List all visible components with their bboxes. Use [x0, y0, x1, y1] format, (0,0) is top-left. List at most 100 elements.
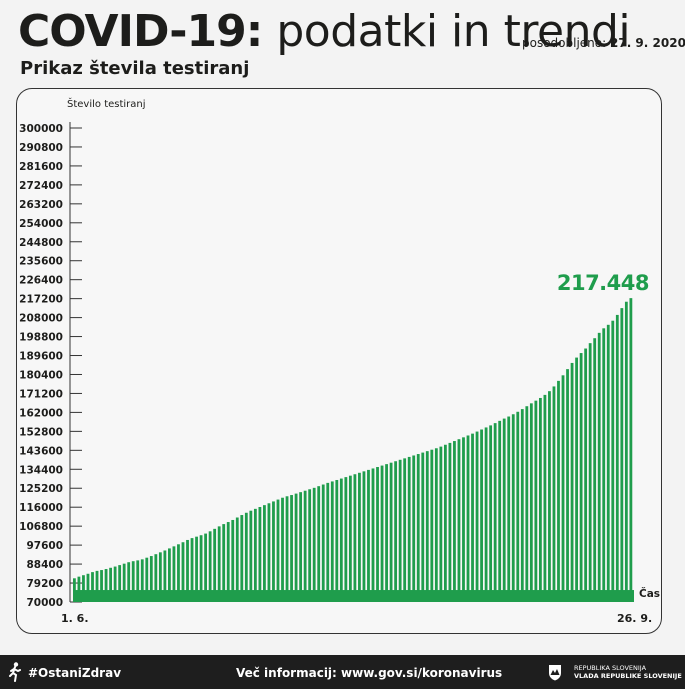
- y-tick-label: 217200: [19, 294, 63, 306]
- data-bar: [136, 560, 140, 602]
- data-bar: [371, 468, 375, 602]
- data-bar: [294, 493, 298, 602]
- data-bar: [217, 526, 221, 602]
- data-bar: [113, 566, 117, 602]
- y-tick-label: 79200: [26, 578, 63, 590]
- data-bar: [471, 433, 474, 602]
- y-tick-label: 198800: [19, 332, 63, 344]
- y-tick-label: 125200: [19, 483, 63, 495]
- data-bar: [579, 353, 583, 602]
- data-bar: [77, 576, 81, 602]
- data-bar: [267, 503, 271, 602]
- data-bar: [507, 416, 511, 602]
- data-bar: [385, 464, 388, 602]
- data-bar: [195, 536, 198, 602]
- data-bar: [308, 489, 312, 602]
- data-bar: [272, 501, 275, 602]
- data-bar: [226, 522, 230, 602]
- data-bar: [407, 456, 411, 602]
- y-tick-label: 300000: [19, 123, 63, 135]
- data-bar: [231, 519, 235, 602]
- x-axis-label: Čas: [639, 587, 660, 600]
- y-tick-label: 208000: [19, 313, 63, 325]
- data-bar: [91, 572, 94, 602]
- data-bar: [86, 573, 90, 602]
- data-bar: [222, 524, 226, 602]
- data-bar: [602, 328, 606, 602]
- y-tick-label: 116000: [19, 502, 63, 514]
- data-bar: [566, 369, 569, 602]
- data-bar: [629, 298, 633, 602]
- data-bar: [145, 557, 149, 602]
- data-bar: [208, 531, 212, 602]
- y-tick-label: 272400: [19, 180, 63, 192]
- x-start-label: 1. 6.: [61, 612, 89, 625]
- y-axis-label: Število testiranj: [67, 97, 146, 110]
- data-bar: [276, 499, 280, 602]
- data-bar: [118, 565, 122, 602]
- data-bar: [82, 575, 85, 602]
- data-bar: [403, 458, 407, 602]
- data-bar: [154, 554, 158, 602]
- data-bar: [529, 403, 533, 602]
- data-bar: [416, 454, 420, 602]
- data-bar: [394, 461, 398, 602]
- data-bar: [335, 479, 339, 602]
- y-tick-label: 152800: [19, 426, 63, 438]
- y-tick-label: 226400: [19, 275, 63, 287]
- data-bar: [443, 444, 447, 602]
- data-bar: [281, 497, 284, 602]
- y-tick-label: 70000: [26, 597, 63, 609]
- updated-label: posodobljeno:: [522, 36, 607, 50]
- slovenia-crest-icon: [549, 665, 561, 681]
- data-bar: [244, 512, 248, 602]
- data-bar: [398, 459, 402, 602]
- data-bar: [122, 563, 126, 602]
- data-bar: [570, 362, 574, 602]
- data-bar: [258, 506, 262, 602]
- data-bar: [389, 462, 393, 602]
- gov-line-2: VLADA REPUBLIKE SLOVENIJE: [574, 672, 682, 680]
- data-bar: [285, 496, 289, 602]
- data-bar: [588, 343, 592, 602]
- data-bar: [127, 562, 131, 602]
- data-bar: [204, 533, 208, 602]
- runner-icon: [9, 662, 21, 682]
- y-tick-label: 254000: [19, 218, 63, 230]
- data-bar: [511, 414, 515, 602]
- data-bar: [95, 570, 99, 602]
- data-bar: [597, 332, 601, 602]
- updated-info: posodobljeno: 27. 9. 2020: [522, 36, 685, 50]
- data-bar: [213, 528, 217, 602]
- data-bar: [339, 478, 343, 602]
- data-bar: [502, 418, 506, 602]
- y-tick-label: 189600: [19, 351, 63, 363]
- data-bar: [249, 510, 253, 602]
- y-tick-label: 88400: [26, 559, 63, 571]
- data-bar: [168, 548, 171, 602]
- data-bar: [240, 515, 244, 602]
- y-tick-label: 290800: [19, 142, 63, 154]
- data-bar: [548, 391, 551, 602]
- data-bar: [367, 469, 370, 602]
- more-info-link[interactable]: Več informacij: www.gov.si/koronavirus: [236, 666, 503, 680]
- hashtag-text: #OstaniZdrav: [28, 666, 122, 680]
- data-bar: [552, 386, 556, 602]
- data-bar: [453, 441, 456, 602]
- y-tick-label: 171200: [19, 388, 63, 400]
- data-bar: [312, 487, 316, 602]
- data-bar: [620, 308, 624, 602]
- title-bold: COVID-19:: [18, 6, 263, 57]
- y-tick-label: 162000: [19, 407, 63, 419]
- y-tick-label: 263200: [19, 199, 63, 211]
- page-title: COVID-19: podatki in trendi: [18, 6, 631, 58]
- title-rest: podatki in trendi: [276, 6, 631, 57]
- data-bar: [430, 449, 434, 602]
- data-bar: [149, 556, 153, 602]
- data-bar: [475, 431, 479, 602]
- data-bar: [611, 320, 615, 602]
- data-bar: [593, 338, 597, 602]
- testing-bar-chart: Število testiranj 70000 79200 88400 97600 106…: [19, 97, 660, 625]
- data-bar: [538, 397, 542, 602]
- data-bar: [190, 538, 194, 602]
